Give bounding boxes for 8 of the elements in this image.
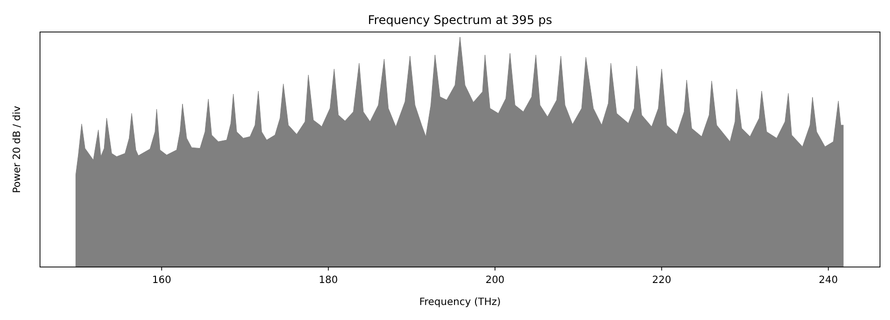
x-tick-label: 160 xyxy=(152,275,172,286)
x-tick-label: 240 xyxy=(818,275,838,286)
chart-title: Frequency Spectrum at 395 ps xyxy=(368,13,552,27)
y-axis-title: Power 20 dB / div xyxy=(12,106,23,194)
x-tick-label: 220 xyxy=(652,275,672,286)
x-tick-label: 180 xyxy=(318,275,338,286)
x-axis-title: Frequency (THz) xyxy=(419,297,501,308)
x-tick-label: 200 xyxy=(485,275,505,286)
